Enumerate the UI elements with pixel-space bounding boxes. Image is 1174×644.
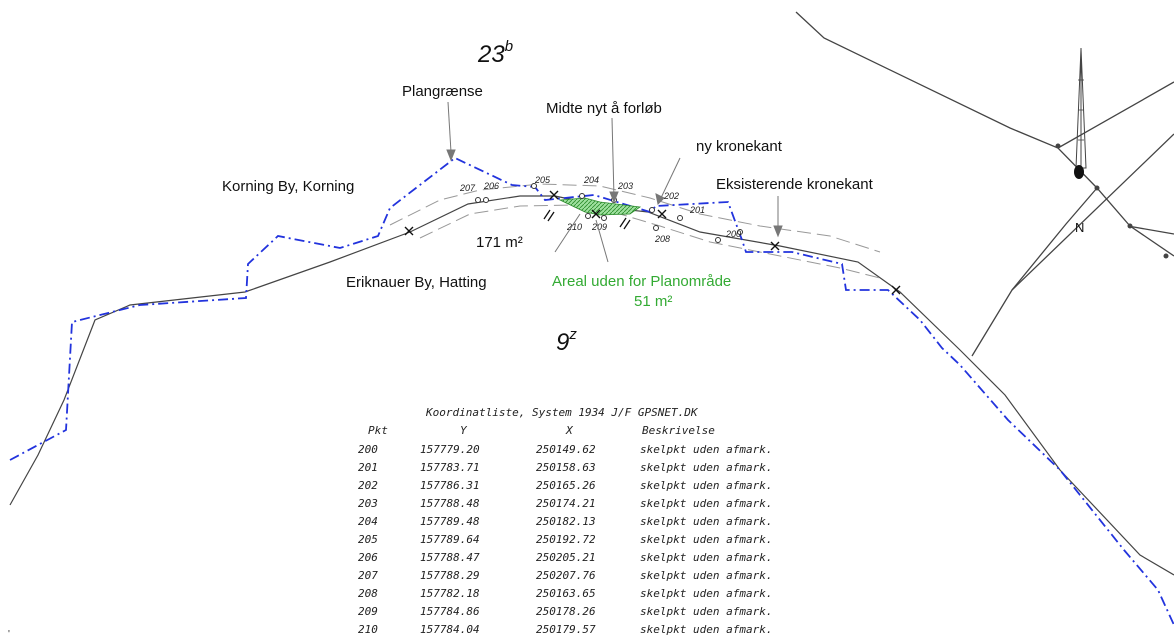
parcel-north: 23b bbox=[477, 38, 513, 68]
table-cell: 157779.20 bbox=[420, 443, 480, 456]
table-cell: 250179.57 bbox=[536, 623, 596, 636]
table-cell: skelpkt uden afmark. bbox=[640, 461, 772, 474]
table-cell: skelpkt uden afmark. bbox=[640, 533, 772, 546]
tick-marks bbox=[543, 209, 631, 230]
table-cell: 157786.31 bbox=[420, 479, 480, 492]
label-eriknauer: Eriknauer By, Hatting bbox=[346, 274, 487, 291]
svg-text:209: 209 bbox=[591, 222, 607, 232]
label-ny-kronekant: ny kronekant bbox=[696, 138, 783, 155]
table-cell: skelpkt uden afmark. bbox=[640, 515, 772, 528]
table-cell: skelpkt uden afmark. bbox=[640, 443, 772, 456]
table-cell: 200 bbox=[358, 443, 378, 456]
table-cell: 250174.21 bbox=[536, 497, 596, 510]
svg-text:210: 210 bbox=[566, 222, 582, 232]
table-cell: skelpkt uden afmark. bbox=[640, 623, 772, 636]
coordinate-table: Koordinatliste, System 1934 J/F GPSNET.D… bbox=[358, 406, 772, 636]
corner-mark: ' bbox=[8, 629, 10, 640]
label-plangraense: Plangrænse bbox=[402, 83, 483, 100]
table-cell: skelpkt uden afmark. bbox=[640, 551, 772, 564]
table-cell: 157788.48 bbox=[420, 497, 480, 510]
table-cell: 201 bbox=[358, 461, 378, 474]
area-outside-plan bbox=[558, 197, 642, 216]
table-cell: skelpkt uden afmark. bbox=[640, 479, 772, 492]
north-label: N bbox=[1075, 220, 1084, 235]
table-cell: 250182.13 bbox=[536, 515, 596, 528]
table-cell: 157789.48 bbox=[420, 515, 480, 528]
table-cell: skelpkt uden afmark. bbox=[640, 605, 772, 618]
table-cell: 205 bbox=[358, 533, 378, 546]
table-rows: 200 157779.20 250149.62 skelpkt uden afmark… bbox=[358, 443, 772, 636]
table-cell: 157784.86 bbox=[420, 605, 480, 618]
label-area-171: 171 m² bbox=[476, 234, 523, 251]
table-header-y: Y bbox=[460, 424, 468, 437]
svg-text:201: 201 bbox=[689, 205, 705, 215]
svg-text:208: 208 bbox=[654, 234, 670, 244]
table-cell: 250149.62 bbox=[536, 443, 596, 456]
table-cell: 202 bbox=[358, 479, 378, 492]
leader-arrows bbox=[446, 101, 783, 263]
svg-text:205: 205 bbox=[534, 175, 551, 185]
svg-text:200: 200 bbox=[725, 229, 741, 239]
point-number-labels: 207 206 205 204 203 202 201 200 208 209 … bbox=[459, 175, 741, 244]
label-eksisterende: Eksisterende kronekant bbox=[716, 176, 874, 193]
table-header-pkt: Pkt bbox=[368, 424, 388, 437]
label-korning: Korning By, Korning bbox=[222, 178, 354, 195]
table-cell: 157783.71 bbox=[420, 461, 480, 474]
table-cell: 204 bbox=[358, 515, 378, 528]
table-cell: 250192.72 bbox=[536, 533, 596, 546]
cross-markers bbox=[404, 190, 901, 295]
table-cell: 250158.63 bbox=[536, 461, 596, 474]
table-cell: skelpkt uden afmark. bbox=[640, 587, 772, 600]
table-cell: 209 bbox=[358, 605, 378, 618]
label-area-51: 51 m² bbox=[634, 293, 672, 310]
table-cell: skelpkt uden afmark. bbox=[640, 497, 772, 510]
table-cell: 207 bbox=[358, 569, 378, 582]
label-areal-uden: Areal uden for Planområde bbox=[552, 273, 731, 290]
table-header-x: X bbox=[565, 424, 574, 437]
table-header-beskrivelse: Beskrivelse bbox=[642, 424, 715, 437]
table-cell: 208 bbox=[358, 587, 378, 600]
table-cell: 250163.65 bbox=[536, 587, 596, 600]
kronekant-lines bbox=[389, 183, 881, 279]
table-cell: skelpkt uden afmark. bbox=[640, 569, 772, 582]
svg-text:204: 204 bbox=[583, 175, 599, 185]
svg-text:202: 202 bbox=[663, 191, 679, 201]
table-cell: 157788.47 bbox=[420, 551, 480, 564]
table-cell: 250205.21 bbox=[536, 551, 596, 564]
table-title: Koordinatliste, System 1934 J/F GPSNET.D… bbox=[425, 406, 699, 419]
svg-text:206: 206 bbox=[483, 181, 499, 191]
label-midte: Midte nyt å forløb bbox=[546, 100, 662, 117]
svg-text:207: 207 bbox=[459, 183, 476, 193]
table-cell: 157788.29 bbox=[420, 569, 480, 582]
svg-text:203: 203 bbox=[617, 181, 633, 191]
table-cell: 203 bbox=[358, 497, 378, 510]
table-cell: 157782.18 bbox=[420, 587, 480, 600]
north-arrow-icon bbox=[1074, 47, 1087, 179]
table-cell: 206 bbox=[358, 551, 378, 564]
table-cell: 157789.64 bbox=[420, 533, 480, 546]
table-cell: 250165.26 bbox=[536, 479, 596, 492]
table-cell: 250207.76 bbox=[536, 569, 596, 582]
parcel-south: 9z bbox=[556, 326, 577, 356]
plan-boundary-line bbox=[9, 156, 1174, 626]
table-cell: 157784.04 bbox=[420, 623, 480, 636]
property-nodes-right bbox=[1055, 143, 1169, 259]
table-cell: 250178.26 bbox=[536, 605, 596, 618]
table-cell: 210 bbox=[358, 623, 378, 636]
